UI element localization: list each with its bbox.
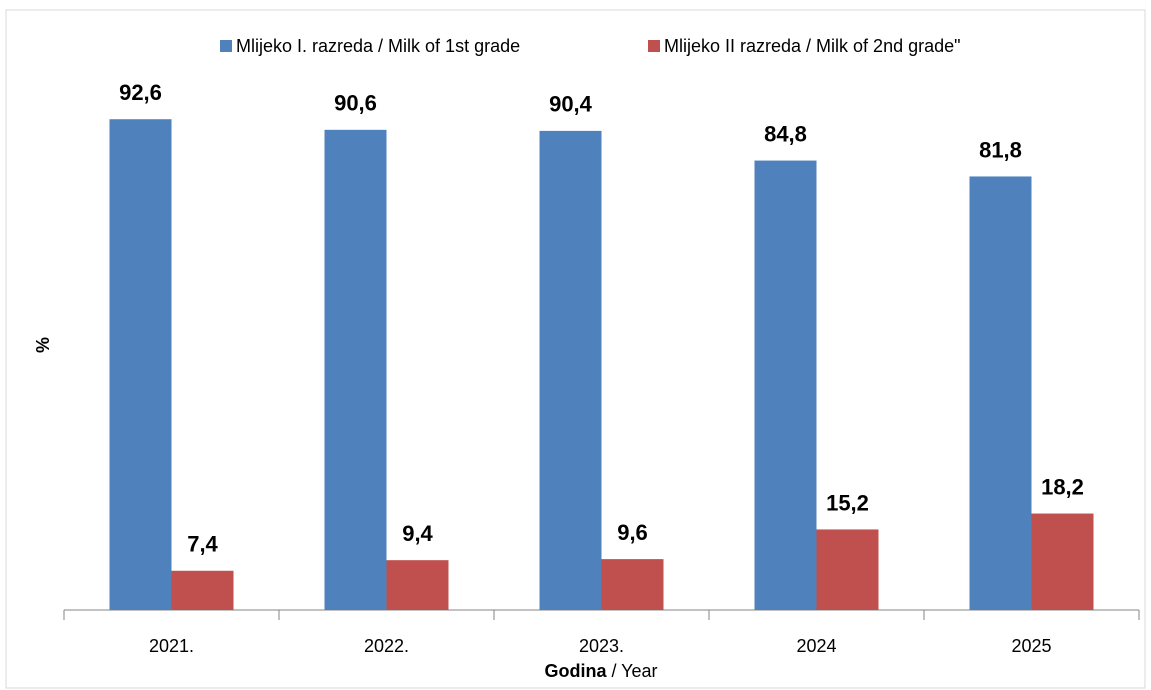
legend-label: Mlijeko II razreda / Milk of 2nd grade" (664, 36, 961, 56)
bar (1031, 513, 1094, 610)
data-label: 90,6 (334, 91, 377, 116)
y-axis-label: % (33, 337, 53, 353)
bar (109, 119, 172, 610)
x-tick-label: 2022. (364, 636, 409, 656)
data-label: 92,6 (119, 80, 162, 105)
data-label: 9,6 (617, 520, 648, 545)
x-tick-label: 2021. (149, 636, 194, 656)
data-label: 84,8 (764, 121, 807, 146)
x-tick-label: 2025 (1011, 636, 1051, 656)
data-label: 15,2 (826, 490, 869, 515)
legend-swatch (220, 40, 232, 52)
bar (969, 176, 1032, 610)
x-axis-label-rest: / Year (611, 661, 657, 681)
data-label: 90,4 (549, 92, 593, 117)
legend-label: Mlijeko I. razreda / Milk of 1st grade (236, 36, 520, 56)
x-axis-label-bold: Godina (544, 661, 607, 681)
x-tick-label: 2023. (579, 636, 624, 656)
legend-swatch (648, 40, 660, 52)
bar (754, 160, 817, 610)
data-label: 18,2 (1041, 474, 1084, 499)
data-label: 81,8 (979, 137, 1022, 162)
bar (324, 129, 387, 610)
bar (386, 560, 449, 610)
bar (171, 570, 234, 610)
x-axis-label: Godina / Year (544, 661, 657, 681)
bar (816, 529, 879, 610)
bar (539, 130, 602, 610)
bar (601, 559, 664, 610)
data-label: 9,4 (402, 521, 433, 546)
data-label: 7,4 (187, 532, 218, 557)
x-tick-label: 2024 (796, 636, 836, 656)
